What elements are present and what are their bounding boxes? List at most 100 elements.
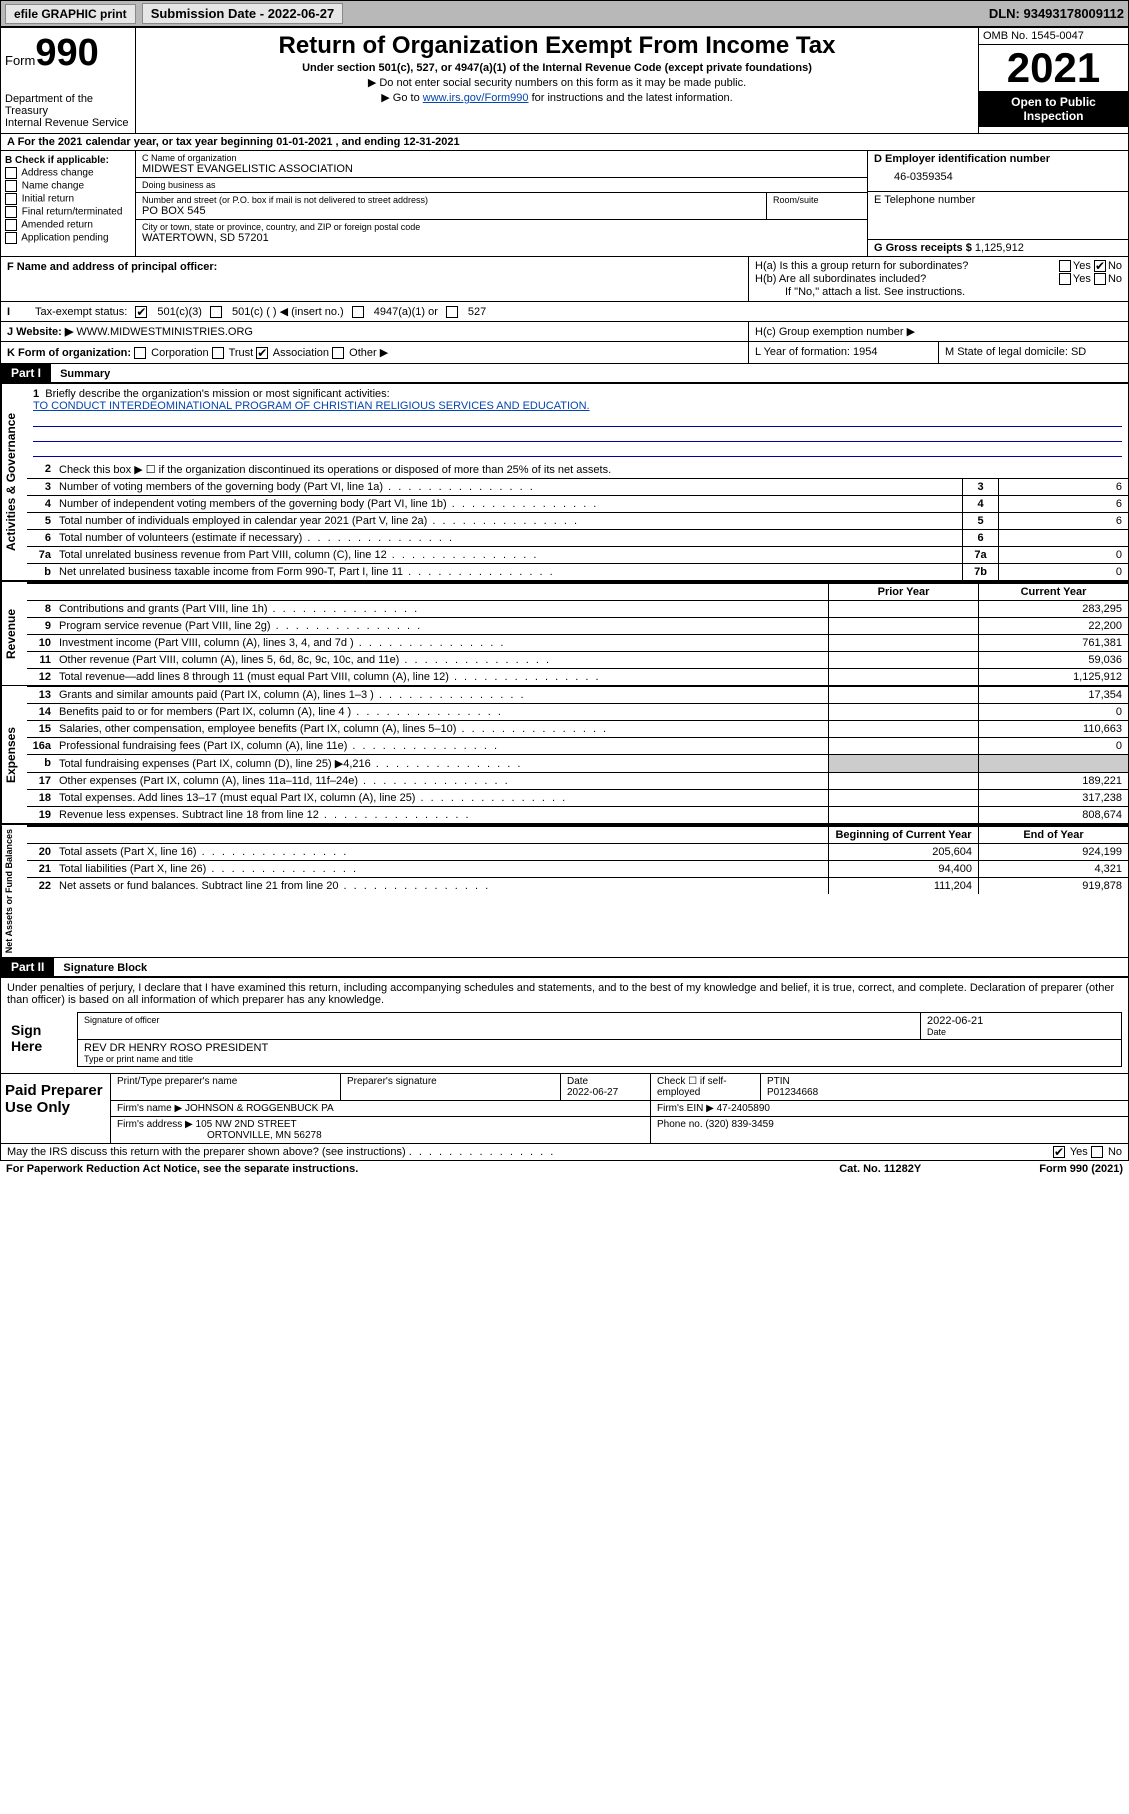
hdr-beg: Beginning of Current Year [828, 827, 978, 843]
prep-date-lbl: Date [567, 1076, 588, 1087]
sig-name-lbl: Type or print name and title [84, 1054, 1115, 1064]
cb-trust[interactable] [212, 347, 224, 359]
dln: DLN: 93493178009112 [989, 6, 1124, 21]
sign-here: Sign Here [7, 1012, 77, 1069]
cb-527[interactable] [446, 306, 458, 318]
firm-ein-lbl: Firm's EIN ▶ [657, 1103, 714, 1114]
discuss-yes: Yes [1070, 1146, 1088, 1158]
lbl-name-change: Name change [22, 181, 84, 192]
opt-corp: Corporation [151, 347, 208, 359]
form-990: Form990 Department of the Treasury Inter… [0, 27, 1129, 1161]
cb-final-return[interactable] [5, 206, 17, 218]
col-b-checkboxes: B Check if applicable: Address change Na… [1, 151, 136, 256]
prep-date: 2022-06-27 [567, 1087, 618, 1098]
addr-value: PO BOX 545 [142, 205, 760, 217]
hc-label: H(c) Group exemption number ▶ [748, 322, 1128, 341]
website-value: WWW.MIDWESTMINISTRIES.ORG [76, 326, 253, 338]
cb-other[interactable] [332, 347, 344, 359]
ptin-val: P01234668 [767, 1087, 818, 1098]
prep-self-emp: Check ☐ if self-employed [651, 1074, 761, 1100]
footer-pra: For Paperwork Reduction Act Notice, see … [6, 1163, 839, 1175]
cb-name-change[interactable] [5, 180, 17, 192]
vtab-governance: Activities & Governance [1, 384, 27, 580]
vtab-revenue: Revenue [1, 582, 27, 685]
penalties-text: Under penalties of perjury, I declare th… [7, 982, 1122, 1006]
opt-501c3: 501(c)(3) [157, 306, 202, 318]
lbl-initial: Initial return [22, 194, 74, 205]
hb-note: If "No," attach a list. See instructions… [755, 286, 1122, 298]
opt-501c: 501(c) ( ) ◀ (insert no.) [232, 305, 344, 318]
efile-button[interactable]: efile GRAPHIC print [5, 4, 136, 24]
dept-treasury: Department of the Treasury [5, 93, 131, 117]
cb-corp[interactable] [134, 347, 146, 359]
ha-no: No [1108, 260, 1122, 272]
firm-name: JOHNSON & ROGGENBUCK PA [185, 1103, 334, 1114]
cb-assoc[interactable] [256, 347, 268, 359]
goto-pre: ▶ Go to [381, 92, 422, 104]
vtab-expenses: Expenses [1, 686, 27, 823]
officer-label: F Name and address of principal officer: [7, 261, 742, 273]
ein-label: D Employer identification number [874, 153, 1122, 165]
ha-yes: Yes [1073, 260, 1091, 272]
cb-ha-yes[interactable] [1059, 260, 1071, 272]
submission-date: Submission Date - 2022-06-27 [142, 3, 344, 24]
firm-addr2: ORTONVILLE, MN 56278 [117, 1130, 322, 1141]
tel-label: E Telephone number [874, 194, 1122, 206]
tax-year: 2021 [979, 45, 1128, 91]
year-formation: L Year of formation: 1954 [748, 342, 938, 363]
omb-number: OMB No. 1545-0047 [979, 28, 1128, 45]
hdr-prior: Prior Year [828, 584, 978, 600]
open-inspection: Open to Public Inspection [979, 91, 1128, 127]
form-number: 990 [35, 32, 98, 74]
part-i-header: Part I [1, 364, 51, 382]
paid-preparer-title: Paid Preparer Use Only [1, 1074, 111, 1143]
hb-yes: Yes [1073, 273, 1091, 285]
cb-hb-yes[interactable] [1059, 273, 1071, 285]
opt-other: Other ▶ [349, 347, 388, 359]
form-org-label: K Form of organization: [7, 347, 131, 359]
phone-lbl: Phone no. [657, 1119, 703, 1130]
discuss-no: No [1108, 1146, 1122, 1158]
cb-501c[interactable] [210, 306, 222, 318]
line-2: Check this box ▶ ☐ if the organization d… [55, 461, 1128, 478]
city-label: City or town, state or province, country… [142, 222, 861, 232]
sig-officer-lbl: Signature of officer [84, 1015, 914, 1025]
cb-ha-no[interactable] [1094, 260, 1106, 272]
cb-4947[interactable] [352, 306, 364, 318]
note-ssn: ▶ Do not enter social security numbers o… [140, 76, 974, 89]
cb-hb-no[interactable] [1094, 273, 1106, 285]
cb-discuss-yes[interactable] [1053, 1146, 1065, 1158]
cb-501c3[interactable] [135, 306, 147, 318]
room-label: Room/suite [773, 195, 861, 205]
irs-label: Internal Revenue Service [5, 117, 131, 129]
org-name: MIDWEST EVANGELISTIC ASSOCIATION [142, 163, 861, 175]
opt-assoc: Association [273, 347, 329, 359]
ptin-lbl: PTIN [767, 1076, 790, 1087]
firm-ein: 47-2405890 [717, 1103, 770, 1114]
cb-address-change[interactable] [5, 167, 17, 179]
cb-app-pending[interactable] [5, 232, 17, 244]
cb-amended[interactable] [5, 219, 17, 231]
ein-value: 46-0359354 [874, 165, 1122, 189]
col-b-title: B Check if applicable: [5, 155, 131, 166]
lbl-pending: Application pending [21, 233, 108, 244]
firm-addr1: 105 NW 2ND STREET [196, 1119, 297, 1130]
mission-text: TO CONDUCT INTERDEOMINATIONAL PROGRAM OF… [33, 400, 1122, 412]
addr-label: Number and street (or P.O. box if mail i… [142, 195, 760, 205]
firm-addr-lbl: Firm's address ▶ [117, 1119, 193, 1130]
irs-link[interactable]: www.irs.gov/Form990 [423, 92, 529, 104]
sig-name: REV DR HENRY ROSO PRESIDENT [84, 1042, 1115, 1054]
cb-initial-return[interactable] [5, 193, 17, 205]
phone-val: (320) 839-3459 [705, 1119, 773, 1130]
gross-label: G Gross receipts $ [874, 242, 972, 254]
hb-no: No [1108, 273, 1122, 285]
form-title: Return of Organization Exempt From Incom… [140, 32, 974, 60]
opt-527: 527 [468, 306, 486, 318]
state-domicile: M State of legal domicile: SD [938, 342, 1128, 363]
cb-discuss-no[interactable] [1091, 1146, 1103, 1158]
mission-q: Briefly describe the organization's miss… [45, 388, 389, 400]
gross-value: 1,125,912 [975, 242, 1024, 254]
part-ii-header: Part II [1, 958, 54, 976]
line-a-period: A For the 2021 calendar year, or tax yea… [1, 134, 1128, 151]
org-name-label: C Name of organization [142, 153, 861, 163]
